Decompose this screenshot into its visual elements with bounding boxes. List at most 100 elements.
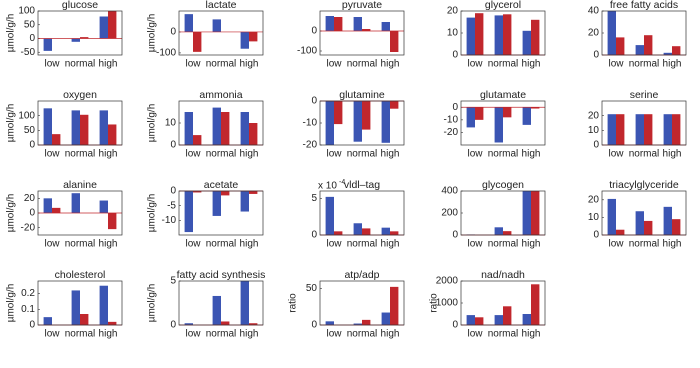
bar [503,14,511,55]
x-tick-label: high [381,149,400,160]
y-tick-label: 1000 [436,298,459,309]
x-tick-label: high [381,329,400,340]
panel-title: oxygen [63,89,97,101]
y-tick-label: 0 [170,186,176,197]
x-tick-label: normal [629,239,660,250]
x-tick-label: low [608,149,624,160]
bar [100,110,108,145]
bar [608,114,616,145]
bar [664,207,672,235]
bar [354,223,362,235]
panel-title: ammonia [199,89,242,101]
bar [390,287,398,325]
bar [523,314,531,325]
y-axis-label: µmol/g/h [147,284,158,323]
y-tick-label: 100 [18,110,35,121]
y-tick-label: 50 [24,19,36,30]
bar [531,284,539,325]
bar [100,201,108,213]
panel-title: glycogen [482,179,524,191]
x-tick-label: high [663,149,682,160]
panel-title: serine [630,89,659,101]
y-tick-label: -20 [303,140,318,151]
bar [213,296,221,325]
bar [221,191,229,195]
x-tick-label: low [326,239,342,250]
x-tick-label: normal [206,329,237,340]
bar [467,315,475,325]
bar [672,114,680,145]
bar [475,317,483,325]
bar [334,17,342,31]
x-tick-label: normal [65,239,96,250]
y-tick-label: 20 [588,28,600,39]
x-tick-label: low [608,59,624,70]
bar [531,20,539,55]
x-tick-label: low [467,59,483,70]
bar [503,107,511,117]
y-axis-label: µmol/g/h [147,194,158,233]
x-tick-label: high [99,59,118,70]
y-tick-label: -100 [297,46,317,57]
bar [382,228,390,235]
bar [636,114,644,145]
bar [72,290,80,325]
x-tick-label: low [185,239,201,250]
bar [100,17,108,39]
x-tick-label: normal [206,59,237,70]
x-tick-label: low [326,149,342,160]
panel-title: alanine [63,179,97,191]
x-tick-label: low [467,329,483,340]
bar [382,313,390,325]
x-tick-label: low [185,149,201,160]
x-tick-label: low [44,329,60,340]
x-tick-label: high [99,329,118,340]
bar [249,123,257,145]
bar [241,281,249,325]
x-tick-label: high [381,239,400,250]
x-tick-label: normal [347,149,378,160]
bar [241,32,249,49]
x-tick-label: low [44,239,60,250]
panel-title: nad/nadh [481,269,525,281]
bar [475,13,483,55]
x-tick-label: low [326,59,342,70]
x-tick-label: high [522,329,541,340]
panel-title: atp/adp [344,269,379,281]
y-tick-label: 50 [306,283,318,294]
bar [213,108,221,145]
bar [362,101,370,130]
bar [108,124,116,145]
bar [44,317,52,325]
panel-title: lactate [206,0,237,11]
bar [616,114,624,145]
y-tick-label: 5 [311,193,317,204]
x-tick-label: normal [347,239,378,250]
bar [523,191,531,235]
x-tick-label: normal [65,329,96,340]
x-tick-label: low [185,59,201,70]
bar [52,134,60,145]
bar [362,228,370,235]
y-tick-label: 10 [588,212,600,223]
bar [193,135,201,145]
bar [467,107,475,127]
x-tick-label: low [44,59,60,70]
y-tick-label: 0 [29,208,35,219]
bar [354,101,362,142]
bar [193,32,201,52]
y-tick-label: 100 [18,6,35,17]
bar [644,114,652,145]
bar [495,15,503,55]
x-tick-label: low [467,239,483,250]
bar [503,231,511,235]
